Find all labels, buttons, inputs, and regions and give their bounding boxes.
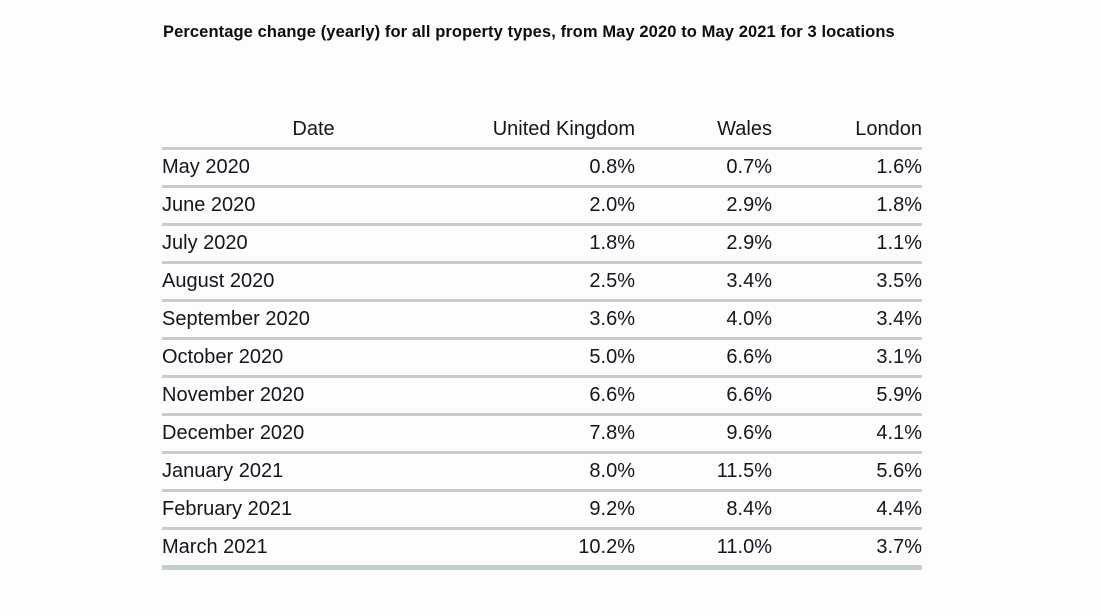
value-cell-united-kingdom: 3.6% (465, 300, 635, 340)
column-header-united-kingdom: United Kingdom (465, 107, 635, 150)
page-title: Percentage change (yearly) for all prope… (163, 23, 895, 41)
table-row: September 2020 3.6% 4.0% 3.4% (162, 300, 922, 340)
date-cell: September 2020 (162, 300, 465, 340)
percentage-change-table: Date United Kingdom Wales London May 202… (162, 107, 922, 570)
date-cell: May 2020 (162, 148, 465, 188)
date-cell: July 2020 (162, 224, 465, 264)
date-cell: January 2021 (162, 452, 465, 492)
column-header-date: Date (162, 107, 465, 150)
table-row: December 2020 7.8% 9.6% 4.1% (162, 414, 922, 454)
value-cell-united-kingdom: 10.2% (465, 528, 635, 570)
value-cell-london: 1.8% (772, 186, 922, 226)
date-cell: November 2020 (162, 376, 465, 416)
value-cell-london: 1.1% (772, 224, 922, 264)
value-cell-wales: 3.4% (635, 262, 772, 302)
value-cell-london: 3.1% (772, 338, 922, 378)
value-cell-united-kingdom: 0.8% (465, 148, 635, 188)
value-cell-united-kingdom: 7.8% (465, 414, 635, 454)
value-cell-london: 3.4% (772, 300, 922, 340)
table-row: June 2020 2.0% 2.9% 1.8% (162, 186, 922, 226)
value-cell-united-kingdom: 9.2% (465, 490, 635, 530)
value-cell-london: 3.5% (772, 262, 922, 302)
value-cell-london: 5.6% (772, 452, 922, 492)
table-row: February 2021 9.2% 8.4% 4.4% (162, 490, 922, 530)
value-cell-united-kingdom: 2.5% (465, 262, 635, 302)
table-row: October 2020 5.0% 6.6% 3.1% (162, 338, 922, 378)
value-cell-wales: 2.9% (635, 224, 772, 264)
value-cell-united-kingdom: 2.0% (465, 186, 635, 226)
table-row: March 2021 10.2% 11.0% 3.7% (162, 528, 922, 570)
date-cell: October 2020 (162, 338, 465, 378)
table-row: November 2020 6.6% 6.6% 5.9% (162, 376, 922, 416)
value-cell-london: 4.4% (772, 490, 922, 530)
value-cell-london: 5.9% (772, 376, 922, 416)
table-row: January 2021 8.0% 11.5% 5.6% (162, 452, 922, 492)
table-row: August 2020 2.5% 3.4% 3.5% (162, 262, 922, 302)
value-cell-london: 1.6% (772, 148, 922, 188)
value-cell-wales: 2.9% (635, 186, 772, 226)
date-cell: August 2020 (162, 262, 465, 302)
date-cell: February 2021 (162, 490, 465, 530)
value-cell-wales: 11.5% (635, 452, 772, 492)
column-header-london: London (772, 107, 922, 150)
table-body: May 2020 0.8% 0.7% 1.6% June 2020 2.0% 2.9% 1.8… (162, 148, 922, 570)
table-header-row: Date United Kingdom Wales London (162, 107, 922, 150)
value-cell-wales: 11.0% (635, 528, 772, 570)
table-row: July 2020 1.8% 2.9% 1.1% (162, 224, 922, 264)
date-cell: December 2020 (162, 414, 465, 454)
value-cell-wales: 6.6% (635, 376, 772, 416)
value-cell-wales: 9.6% (635, 414, 772, 454)
value-cell-london: 3.7% (772, 528, 922, 570)
column-header-wales: Wales (635, 107, 772, 150)
value-cell-united-kingdom: 5.0% (465, 338, 635, 378)
value-cell-wales: 6.6% (635, 338, 772, 378)
value-cell-wales: 4.0% (635, 300, 772, 340)
value-cell-united-kingdom: 1.8% (465, 224, 635, 264)
value-cell-wales: 8.4% (635, 490, 772, 530)
value-cell-london: 4.1% (772, 414, 922, 454)
value-cell-wales: 0.7% (635, 148, 772, 188)
date-cell: June 2020 (162, 186, 465, 226)
value-cell-united-kingdom: 8.0% (465, 452, 635, 492)
table-row: May 2020 0.8% 0.7% 1.6% (162, 148, 922, 188)
value-cell-united-kingdom: 6.6% (465, 376, 635, 416)
date-cell: March 2021 (162, 528, 465, 570)
